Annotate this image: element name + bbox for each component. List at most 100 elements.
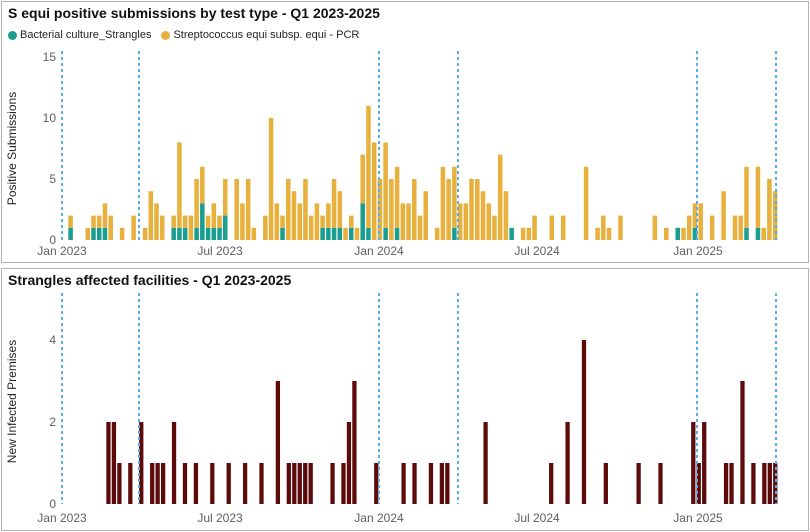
bar-series-a[interactable] xyxy=(729,463,734,504)
bar-series-a[interactable] xyxy=(744,227,749,240)
bar-series-a[interactable] xyxy=(549,463,554,504)
bar-series-a[interactable] xyxy=(96,227,102,240)
bar-series-a[interactable] xyxy=(349,227,354,240)
bar-series-b[interactable] xyxy=(85,227,91,240)
bar-series-a[interactable] xyxy=(182,227,188,240)
bar-series-b[interactable] xyxy=(194,179,199,228)
bar-series-a[interactable] xyxy=(111,422,117,504)
bar-series-a[interactable] xyxy=(366,227,371,240)
bar-series-a[interactable] xyxy=(292,463,297,504)
bar-series-b[interactable] xyxy=(463,203,469,240)
bar-series-a[interactable] xyxy=(182,463,188,504)
bar-series-b[interactable] xyxy=(102,203,108,228)
bar-series-b[interactable] xyxy=(274,203,280,240)
bar-series-b[interactable] xyxy=(217,215,222,228)
bar-series-b[interactable] xyxy=(595,227,600,240)
bar-series-a[interactable] xyxy=(286,463,291,504)
bar-series-a[interactable] xyxy=(341,463,346,504)
bar-series-b[interactable] xyxy=(457,203,463,240)
bar-series-a[interactable] xyxy=(394,227,400,240)
bar-series-b[interactable] xyxy=(606,227,612,240)
bar-series-a[interactable] xyxy=(331,227,337,240)
bar-series-a[interactable] xyxy=(740,381,745,504)
bar-series-b[interactable] xyxy=(154,203,159,240)
bar-series-a[interactable] xyxy=(102,227,108,240)
bar-series-b[interactable] xyxy=(222,179,228,216)
bar-series-b[interactable] xyxy=(520,227,526,240)
bar-series-b[interactable] xyxy=(354,227,360,240)
bar-series-a[interactable] xyxy=(200,203,205,240)
bar-series-b[interactable] xyxy=(560,215,566,240)
bar-series-a[interactable] xyxy=(91,227,96,240)
bar-series-b[interactable] xyxy=(692,203,698,228)
bar-series-b[interactable] xyxy=(652,215,658,240)
bar-series-a[interactable] xyxy=(68,227,73,240)
bar-series-a[interactable] xyxy=(320,227,325,240)
bar-series-a[interactable] xyxy=(171,422,177,504)
bar-series-a[interactable] xyxy=(326,227,331,240)
bar-series-b[interactable] xyxy=(320,215,325,228)
bar-series-a[interactable] xyxy=(723,463,729,504)
bar-series-b[interactable] xyxy=(698,203,703,240)
bar-series-b[interactable] xyxy=(159,215,165,240)
bar-series-a[interactable] xyxy=(160,463,166,504)
bar-series-a[interactable] xyxy=(755,227,761,240)
bar-series-a[interactable] xyxy=(150,463,155,504)
bar-series-a[interactable] xyxy=(675,227,681,240)
bar-series-a[interactable] xyxy=(226,463,231,504)
bar-series-b[interactable] xyxy=(314,203,320,240)
bar-series-b[interactable] xyxy=(526,227,532,240)
bar-series-b[interactable] xyxy=(532,215,537,240)
bar-series-b[interactable] xyxy=(131,215,136,240)
bar-series-a[interactable] xyxy=(762,463,767,504)
bar-series-a[interactable] xyxy=(155,463,160,504)
bar-series-b[interactable] xyxy=(349,215,354,228)
bar-series-b[interactable] xyxy=(200,166,205,204)
bar-series-b[interactable] xyxy=(291,191,297,240)
bar-series-a[interactable] xyxy=(428,463,434,504)
bar-series-b[interactable] xyxy=(389,179,394,240)
bar-series-b[interactable] xyxy=(475,179,480,240)
bar-series-b[interactable] xyxy=(601,215,606,240)
bar-series-b[interactable] xyxy=(268,118,274,240)
bar-series-a[interactable] xyxy=(581,340,587,504)
bar-series-a[interactable] xyxy=(210,463,215,504)
bar-series-b[interactable] xyxy=(171,215,176,228)
bar-series-b[interactable] xyxy=(709,215,715,240)
bar-series-a[interactable] xyxy=(767,463,772,504)
bar-series-b[interactable] xyxy=(497,154,503,240)
bar-series-b[interactable] xyxy=(583,166,589,240)
bar-series-b[interactable] xyxy=(142,227,148,240)
bar-series-b[interactable] xyxy=(280,215,285,228)
bar-series-a[interactable] xyxy=(205,227,211,240)
bar-series-b[interactable] xyxy=(211,203,217,228)
bar-series-b[interactable] xyxy=(744,166,749,228)
bar-series-b[interactable] xyxy=(400,203,406,240)
bar-series-b[interactable] xyxy=(686,215,692,240)
bar-series-b[interactable] xyxy=(331,179,337,228)
bar-series-a[interactable] xyxy=(352,381,357,504)
bar-series-a[interactable] xyxy=(452,227,457,240)
bar-series-a[interactable] xyxy=(330,463,335,504)
bar-series-b[interactable] xyxy=(394,166,400,228)
bar-series-b[interactable] xyxy=(177,142,182,228)
bar-series-a[interactable] xyxy=(439,463,444,504)
bar-series-b[interactable] xyxy=(308,215,314,240)
bar-series-a[interactable] xyxy=(106,422,111,504)
bar-series-b[interactable] xyxy=(360,154,365,204)
bar-series-b[interactable] xyxy=(721,191,726,240)
legend-label-culture[interactable]: Bacterial culture_Strangles xyxy=(20,29,152,41)
bar-series-a[interactable] xyxy=(445,463,450,504)
bar-series-a[interactable] xyxy=(374,463,379,504)
bar-series-a[interactable] xyxy=(702,422,707,504)
bar-series-b[interactable] xyxy=(446,179,451,240)
bar-series-a[interactable] xyxy=(658,463,663,504)
bar-series-a[interactable] xyxy=(139,422,144,504)
bar-series-b[interactable] xyxy=(234,179,239,240)
bar-series-b[interactable] xyxy=(188,215,194,240)
bar-series-b[interactable] xyxy=(503,191,509,240)
bar-series-a[interactable] xyxy=(242,463,248,504)
bar-series-a[interactable] xyxy=(177,227,182,240)
bar-series-b[interactable] xyxy=(245,179,251,240)
bar-series-b[interactable] xyxy=(343,227,348,240)
